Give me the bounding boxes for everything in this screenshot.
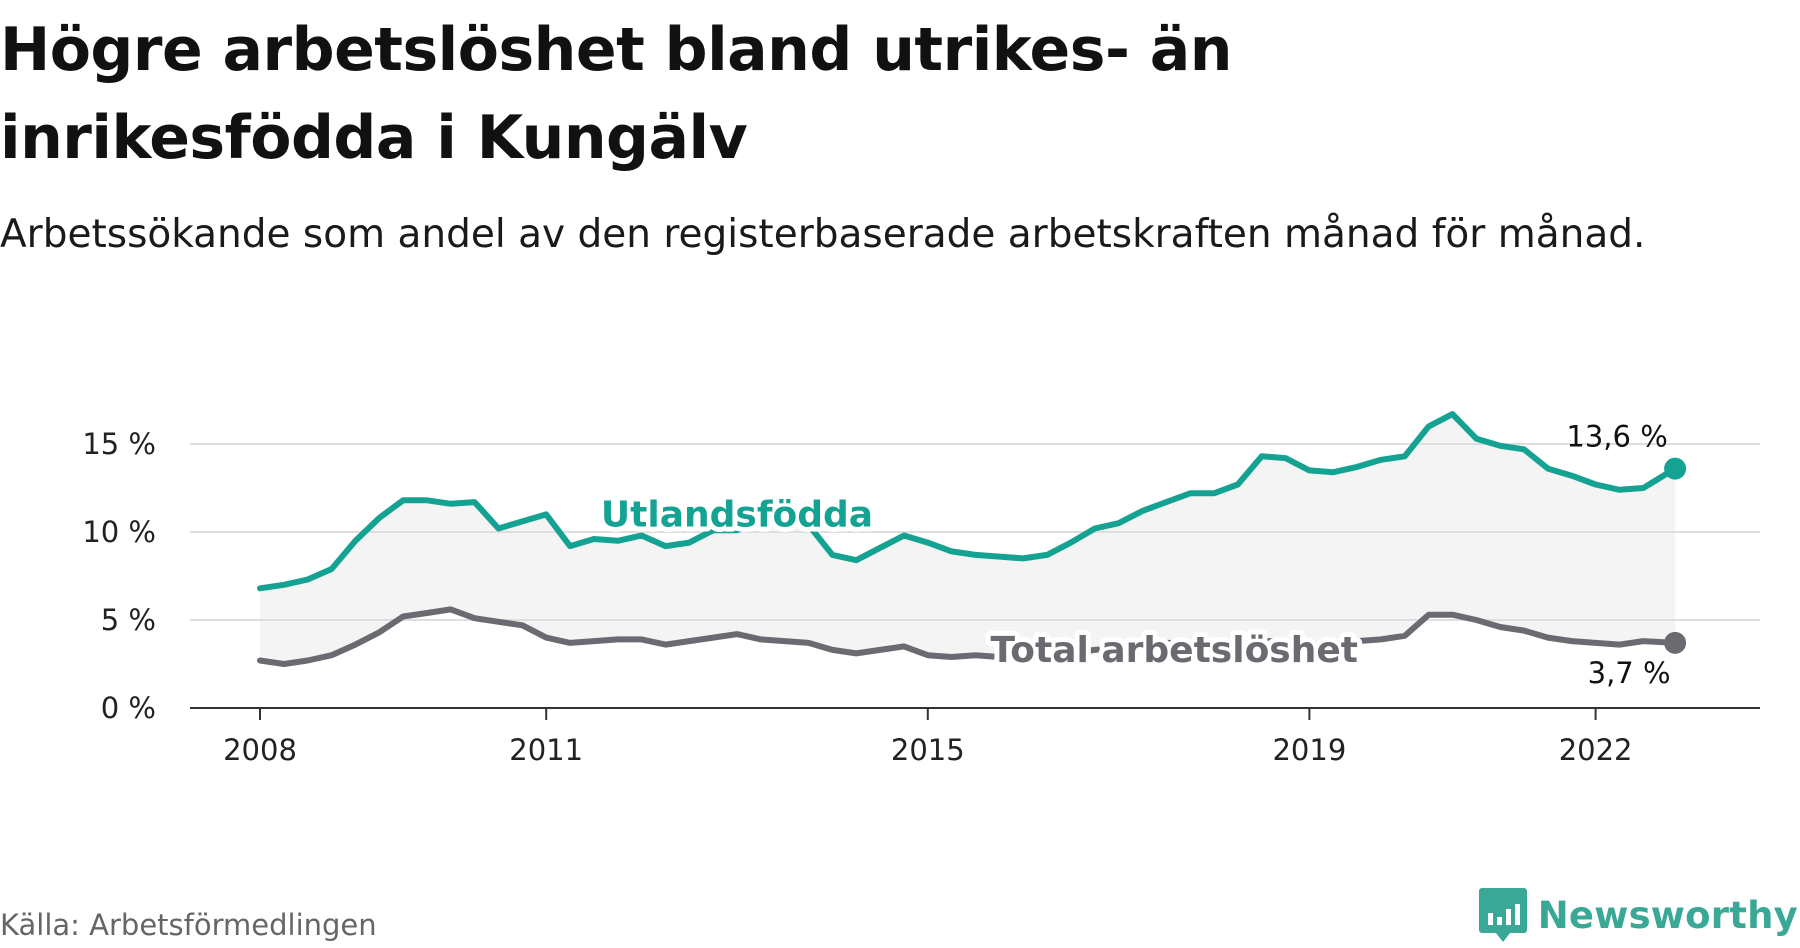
x-tick-label: 2008 (223, 733, 297, 767)
series-line-total (257, 606, 1679, 667)
x-tick-label: 2015 (891, 733, 965, 767)
x-tick-label: 2011 (509, 733, 583, 767)
end-label-utlandsfodda: 13,6 % (1566, 420, 1667, 454)
series-label-total-halo: Total arbetslöshet (990, 630, 1358, 671)
y-tick-label: 10 % (82, 515, 156, 549)
brand-name: Newsworthy (1537, 893, 1798, 937)
axis-layer: 0 % 5 % 10 % 15 % 2008 2011 2015 2019 2022 (82, 427, 1760, 767)
series-label-total: Total arbetslöshet (990, 630, 1358, 671)
end-label-total: 3,7 % (1588, 656, 1671, 690)
y-tick-label: 0 % (101, 691, 156, 725)
x-tick-label: 2019 (1272, 733, 1346, 767)
y-tick-label: 5 % (101, 603, 156, 637)
newsworthy-brand[interactable]: Newsworthy (1478, 886, 1798, 944)
y-tick-label: 15 % (82, 427, 156, 461)
band-layer (260, 414, 1676, 664)
end-marker-utlandsfodda (1664, 457, 1687, 480)
series-line-utlandsfodda (257, 411, 1679, 592)
label-layer: 13,6 %3,7 %UtlandsföddaUtlandsföddaTotal… (596, 420, 1671, 690)
series-layer (257, 411, 1687, 667)
series-label-utlandsfodda: Utlandsfödda (601, 495, 873, 536)
gap-band (260, 414, 1676, 664)
x-tick-label: 2022 (1559, 733, 1633, 767)
newsworthy-logo-icon (1478, 888, 1527, 942)
end-marker-total (1664, 631, 1687, 654)
chart-subtitle: Arbetssökande som andel av den registerb… (0, 212, 1646, 257)
source-note: Källa: Arbetsförmedlingen (0, 908, 377, 942)
chart-title: Högre arbetslöshet bland utrikes- än inr… (0, 15, 1232, 173)
series-label-utlandsfodda-halo: Utlandsfödda (601, 495, 873, 536)
line-chart: 13,6 %3,7 %UtlandsföddaUtlandsföddaTotal… (82, 411, 1760, 767)
